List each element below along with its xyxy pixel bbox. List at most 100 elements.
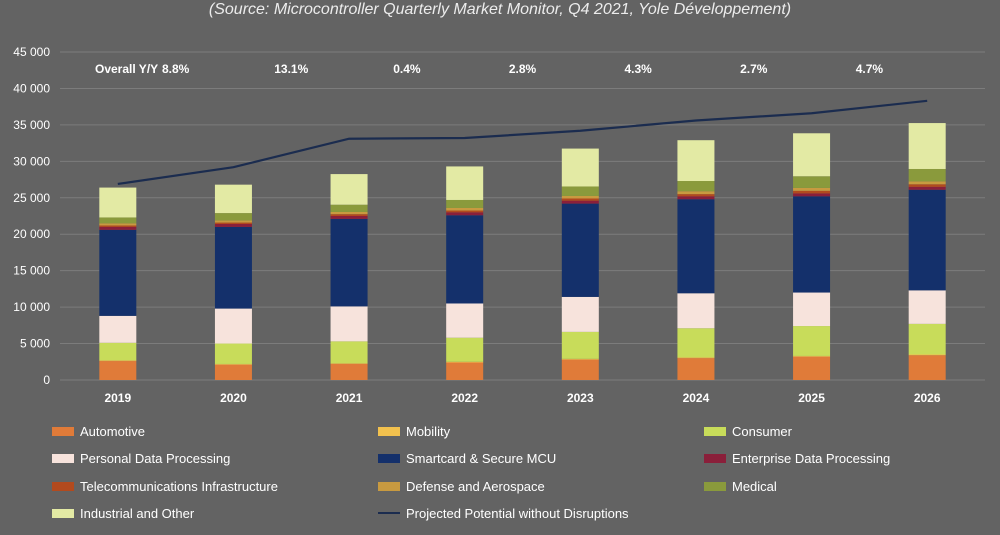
bar-segment bbox=[214, 343, 252, 364]
bar-segment bbox=[330, 218, 368, 307]
bar-segment bbox=[677, 194, 715, 197]
x-axis-ticks: 2019 2020 2021 2022 2023 2024 2025 2026 bbox=[104, 391, 940, 405]
bar-segment bbox=[908, 189, 946, 291]
bar-segment bbox=[99, 226, 137, 230]
bar-segment bbox=[446, 362, 484, 380]
bar-segment bbox=[793, 193, 831, 197]
x-tick-label: 2025 bbox=[798, 391, 825, 405]
bar-segment bbox=[99, 361, 137, 380]
legend-item: Mobility bbox=[378, 421, 450, 441]
legend-label: Defense and Aerospace bbox=[406, 478, 545, 494]
bar-segment bbox=[330, 214, 368, 216]
bar-segment bbox=[908, 184, 946, 187]
y-tick-label: 45 000 bbox=[13, 45, 50, 59]
bar-segment bbox=[99, 223, 137, 226]
legend-swatch bbox=[704, 426, 726, 436]
bar-segment bbox=[908, 181, 946, 185]
x-tick-label: 2024 bbox=[683, 391, 710, 405]
bar-segment bbox=[214, 213, 252, 221]
y-tick-label: 15 000 bbox=[13, 264, 50, 278]
bar-segment bbox=[908, 354, 946, 356]
bar-segment bbox=[99, 315, 137, 343]
bar-segment bbox=[99, 360, 137, 362]
bar-segment bbox=[446, 199, 484, 208]
legend-label: Enterprise Data Processing bbox=[732, 450, 891, 466]
bar-segment bbox=[677, 358, 715, 380]
bar-segment bbox=[214, 364, 252, 380]
legend-swatch bbox=[704, 481, 726, 491]
bar-stack-2021 bbox=[330, 174, 368, 380]
chart-subtitle: (Source: Microcontroller Quarterly Marke… bbox=[208, 1, 792, 18]
bar-segment bbox=[677, 191, 715, 195]
y-tick-label: 0 bbox=[43, 373, 50, 387]
yoy-value: 4.7% bbox=[856, 62, 884, 76]
x-tick-label: 2022 bbox=[451, 391, 478, 405]
bar-segment bbox=[99, 225, 137, 227]
legend-label: Personal Data Processing bbox=[80, 450, 231, 466]
bar-segment bbox=[330, 363, 368, 380]
y-tick-label: 10 000 bbox=[13, 300, 50, 314]
bar-segment bbox=[446, 207, 484, 211]
y-tick-label: 35 000 bbox=[13, 118, 50, 132]
bar-segment bbox=[561, 198, 599, 201]
bar-segment bbox=[908, 123, 946, 169]
bar-segment bbox=[561, 195, 599, 199]
legend-swatch bbox=[52, 481, 74, 491]
y-tick-label: 40 000 bbox=[13, 81, 50, 95]
legend-line-marker bbox=[378, 512, 400, 514]
x-tick-label: 2023 bbox=[567, 391, 594, 405]
bar-segment bbox=[330, 211, 368, 215]
legend-label: Telecommunications Infrastructure bbox=[80, 478, 278, 494]
bar-segment bbox=[330, 363, 368, 364]
yoy-row: Overall Y/Y 8.8% 13.1% 0.4% 2.8% 4.3% 2.7% 4.7… bbox=[95, 62, 883, 76]
bar-segment bbox=[793, 190, 831, 194]
legend-label: Mobility bbox=[406, 423, 451, 439]
bar-stack-2020 bbox=[214, 184, 252, 380]
legend: Automotive Mobility Consumer Personal Data … bbox=[0, 420, 1000, 530]
bar-segment bbox=[214, 226, 252, 309]
legend-swatch bbox=[52, 453, 74, 463]
yoy-value: 2.7% bbox=[740, 62, 768, 76]
yoy-value: 2.8% bbox=[509, 62, 537, 76]
legend-swatch bbox=[378, 453, 400, 463]
yoy-value: 8.8% bbox=[162, 62, 190, 76]
yoy-value: 4.3% bbox=[624, 62, 652, 76]
x-tick-label: 2019 bbox=[104, 391, 131, 405]
y-tick-label: 5 000 bbox=[20, 337, 50, 351]
bar-segment bbox=[99, 187, 137, 218]
bar-segment bbox=[793, 187, 831, 191]
y-tick-label: 20 000 bbox=[13, 227, 50, 241]
bar-segment bbox=[99, 229, 137, 316]
legend-item: Defense and Aerospace bbox=[378, 476, 545, 496]
x-tick-label: 2021 bbox=[336, 391, 363, 405]
bar-segment bbox=[330, 306, 368, 342]
bar-segment bbox=[561, 148, 599, 187]
legend-item: Telecommunications Infrastructure bbox=[52, 476, 278, 496]
legend-swatch bbox=[378, 481, 400, 491]
bar-segment bbox=[446, 215, 484, 304]
legend-swatch bbox=[52, 508, 74, 518]
bar-segment bbox=[446, 212, 484, 216]
legend-label: Medical bbox=[732, 478, 777, 494]
bar-segment bbox=[561, 331, 599, 359]
bar-segment bbox=[793, 292, 831, 327]
legend-item: Enterprise Data Processing bbox=[704, 448, 890, 468]
bar-segment bbox=[561, 359, 599, 380]
legend-item: Consumer bbox=[704, 421, 792, 441]
legend-item: Projected Potential without Disruptions bbox=[378, 503, 629, 523]
bar-segment bbox=[561, 203, 599, 297]
legend-label: Industrial and Other bbox=[80, 505, 195, 521]
bar-segment bbox=[677, 181, 715, 192]
bar-segment bbox=[793, 196, 831, 293]
bar-segment bbox=[330, 174, 368, 205]
bar-segment bbox=[214, 220, 252, 223]
bar-segment bbox=[908, 323, 946, 355]
x-tick-label: 2026 bbox=[914, 391, 941, 405]
bar-stack-2024 bbox=[677, 140, 715, 380]
bar-segment bbox=[446, 166, 484, 200]
bar-segment bbox=[793, 326, 831, 356]
legend-swatch bbox=[52, 426, 74, 436]
bar-segment bbox=[214, 308, 252, 344]
bar-segment bbox=[561, 186, 599, 196]
projection-line bbox=[117, 99, 928, 186]
